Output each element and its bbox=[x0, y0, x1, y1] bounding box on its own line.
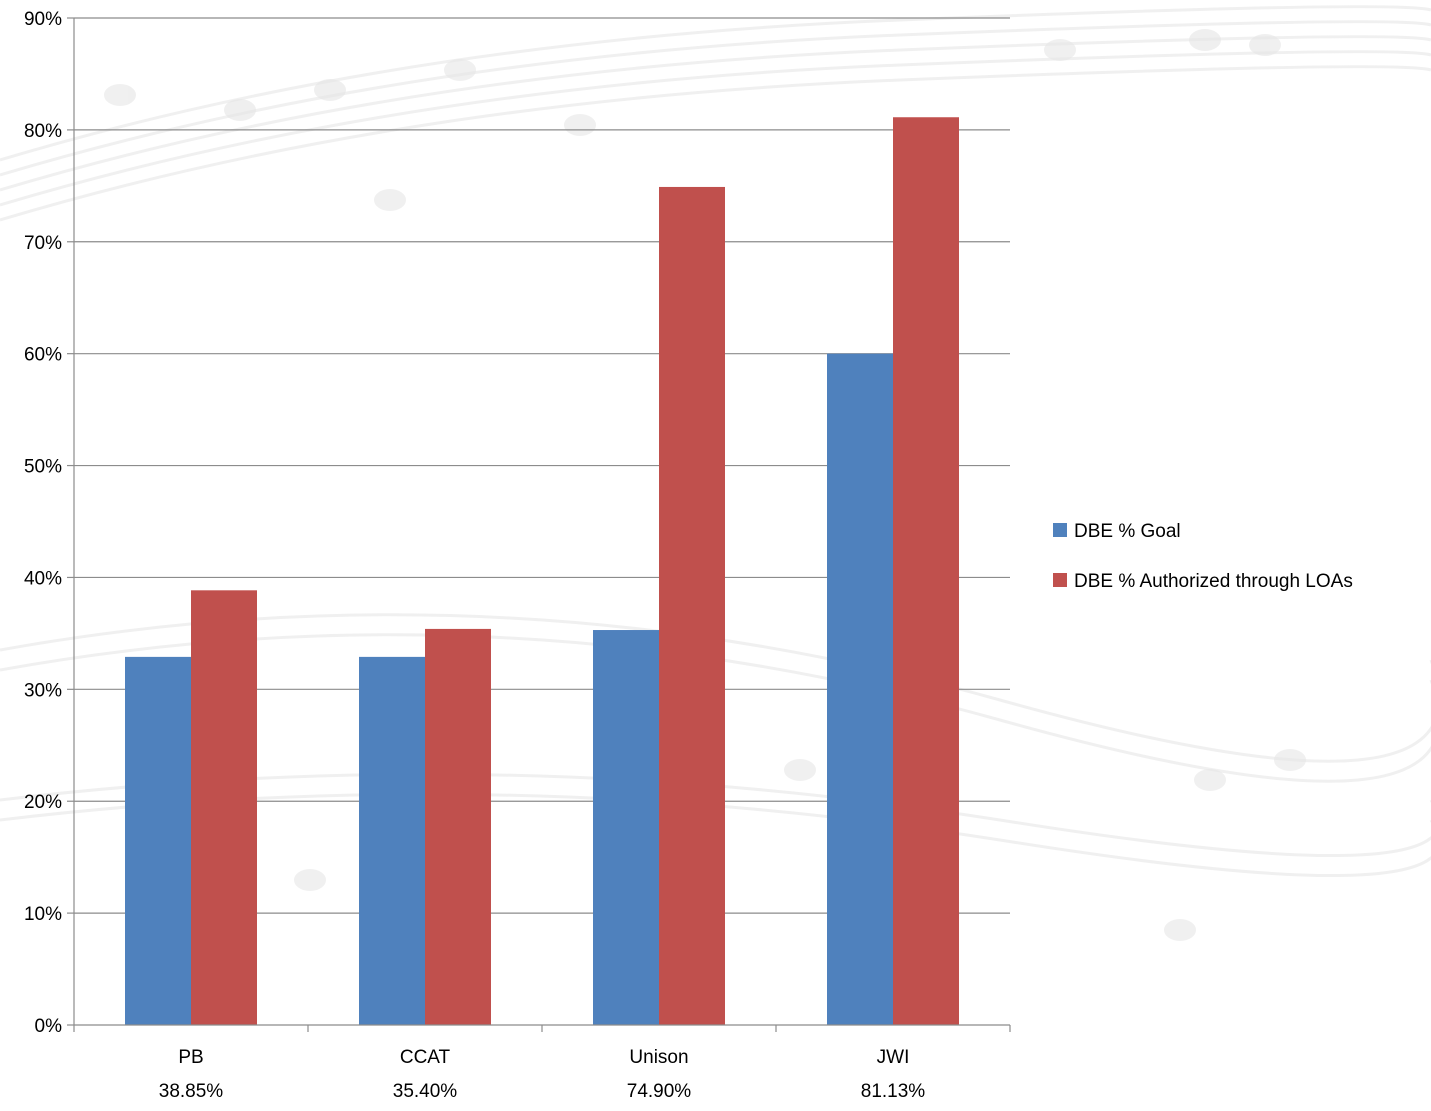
legend-label: DBE % Authorized through LOAs bbox=[1074, 571, 1353, 592]
x-tick-sublabel: 81.13% bbox=[861, 1081, 926, 1102]
axes bbox=[67, 17, 1011, 1032]
x-tick-label: JWI bbox=[877, 1047, 910, 1068]
bar-authorized bbox=[425, 628, 491, 1025]
bars bbox=[125, 117, 959, 1026]
y-tick-label: 0% bbox=[35, 1016, 63, 1037]
bar-authorized bbox=[191, 590, 257, 1025]
y-tick-label: 10% bbox=[24, 904, 62, 925]
x-tick-sublabel: 74.90% bbox=[627, 1081, 692, 1102]
x-tick-sublabel: 35.40% bbox=[393, 1081, 458, 1102]
y-axis-tick-labels: 0% 10% 20% 30% 40% 50% 60% 70% 80% 90% bbox=[24, 9, 62, 1037]
legend-swatch bbox=[1053, 573, 1067, 587]
bar-goal bbox=[593, 630, 659, 1025]
x-axis-tick-labels: PB 38.85% CCAT 35.40% Unison 74.90% JWI 81.13% bbox=[159, 1047, 926, 1102]
y-tick-label: 20% bbox=[24, 792, 62, 813]
bar-authorized bbox=[659, 186, 725, 1026]
legend-label: DBE % Goal bbox=[1074, 521, 1181, 542]
legend: DBE % Goal DBE % Authorized through LOAs bbox=[1053, 521, 1353, 592]
y-tick-label: 30% bbox=[24, 680, 62, 701]
bar-authorized bbox=[893, 117, 959, 1026]
bar-goal bbox=[827, 353, 893, 1026]
legend-swatch bbox=[1053, 523, 1067, 537]
bar-goal bbox=[359, 656, 425, 1025]
x-tick-label: Unison bbox=[629, 1047, 688, 1068]
y-tick-label: 80% bbox=[24, 121, 62, 142]
x-tick-sublabel: 38.85% bbox=[159, 1081, 224, 1102]
x-tick-label: PB bbox=[178, 1047, 203, 1068]
y-tick-label: 50% bbox=[24, 457, 62, 478]
x-tick-label: CCAT bbox=[400, 1047, 451, 1068]
y-tick-label: 60% bbox=[24, 345, 62, 366]
y-tick-label: 40% bbox=[24, 568, 62, 589]
y-tick-label: 90% bbox=[24, 9, 62, 30]
y-tick-label: 70% bbox=[24, 233, 62, 254]
bar-goal bbox=[125, 656, 191, 1025]
